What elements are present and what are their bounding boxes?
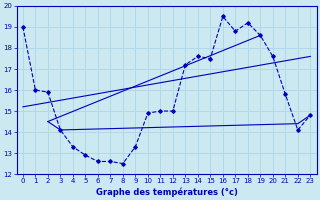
X-axis label: Graphe des températures (°c): Graphe des températures (°c) [96,187,237,197]
